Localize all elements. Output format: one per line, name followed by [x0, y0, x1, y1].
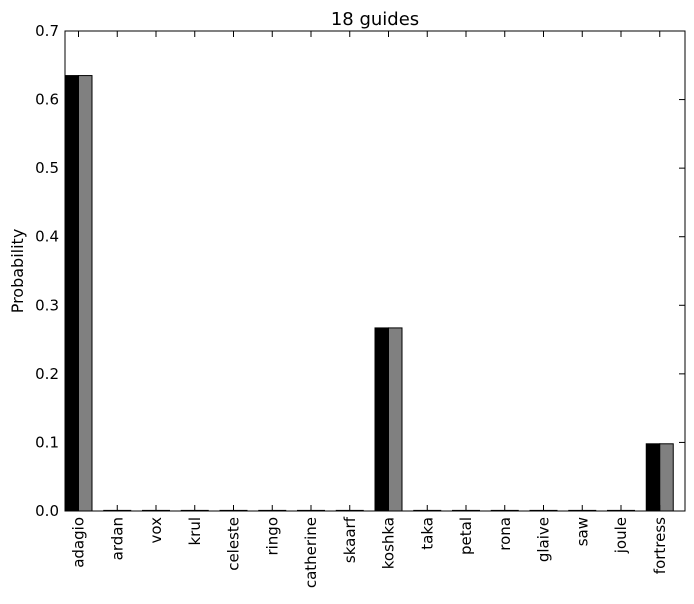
y-tick-label: 0.3 — [35, 296, 59, 314]
y-tick-label: 0.2 — [35, 365, 59, 383]
x-tick-label-fortress: fortress — [651, 517, 669, 574]
x-tick-label-adagio: adagio — [70, 517, 88, 568]
x-tick-label-saw: saw — [573, 517, 591, 546]
chart-title: 18 guides — [331, 9, 419, 30]
bar-fortress-series-1 — [645, 443, 661, 512]
y-tick-label: 0.6 — [35, 91, 59, 109]
x-tick-label-glaive: glaive — [535, 517, 553, 562]
x-tick-label-ardan: ardan — [108, 517, 126, 560]
x-tick-label-taka: taka — [418, 517, 436, 550]
y-tick-label: 0.1 — [35, 433, 59, 451]
x-tick-label-celeste: celeste — [225, 517, 243, 571]
x-tick-label-koshka: koshka — [380, 517, 398, 569]
bar-koshka-series-1 — [374, 327, 389, 512]
x-tick-label-catherine: catherine — [302, 517, 320, 588]
y-tick-label: 0.5 — [35, 159, 59, 177]
x-tick-label-vox: vox — [147, 517, 165, 544]
bar-fortress-series-2 — [659, 443, 674, 512]
x-tick-label-skaarf: skaarf — [341, 516, 359, 563]
bar-koshka-series-2 — [388, 327, 403, 512]
plot-area: 0.0 0.1 0.2 0.3 0.4 0.5 0.6 0.7 adagio ardan vox kr… — [35, 22, 686, 588]
y-tick-label: 0.4 — [35, 228, 59, 246]
y-tick-label: 0.7 — [35, 22, 59, 40]
x-tick-label-ringo: ringo — [263, 517, 281, 556]
x-tick-label-petal: petal — [457, 517, 475, 555]
plot-frame — [64, 30, 686, 512]
y-tick-label: 0.0 — [35, 502, 59, 520]
x-tick-label-rona: rona — [496, 517, 514, 551]
x-tick-label-joule: joule — [612, 517, 630, 554]
x-tick-label-krul: krul — [186, 517, 204, 546]
bar-adagio-series-2 — [78, 75, 93, 512]
bar-adagio-series-1 — [64, 75, 79, 512]
y-axis-label: Probability — [8, 229, 27, 314]
